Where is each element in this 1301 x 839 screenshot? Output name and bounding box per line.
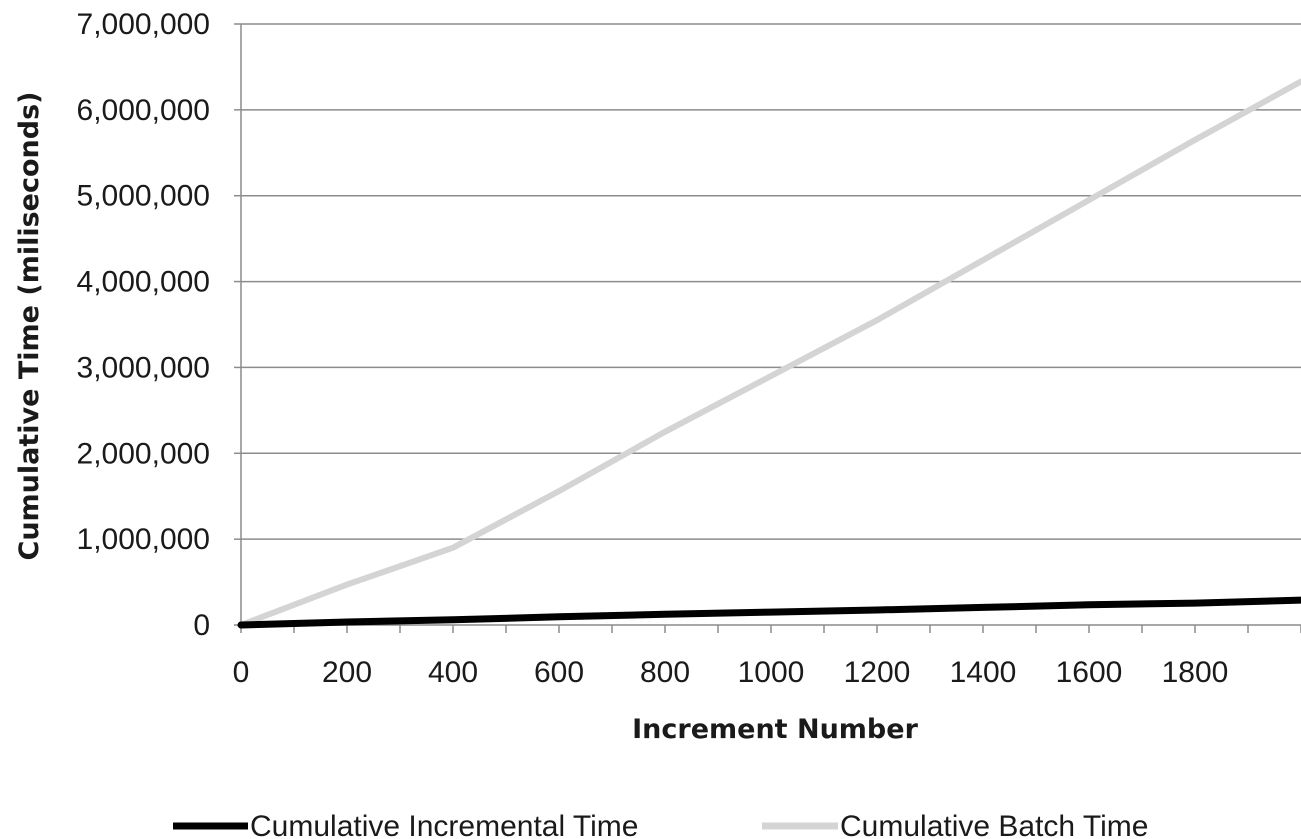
y-tick-label: 7,000,000 [77, 8, 210, 41]
x-tick-label: 1200 [844, 656, 911, 689]
y-tick-label: 1,000,000 [77, 523, 210, 556]
y-tick-labels: 0 1,000,000 2,000,000 3,000,000 4,000,000 5,0… [77, 8, 210, 642]
x-tick-label: 1800 [1162, 656, 1229, 689]
grid-lines [241, 23, 1301, 540]
x-tick-label: 800 [640, 656, 690, 689]
y-tick-label: 4,000,000 [77, 266, 210, 299]
series-lines [237, 78, 1301, 629]
x-tick-label: 1400 [950, 656, 1017, 689]
y-axis-title: Cumulative Time (miliseconds) [14, 92, 45, 561]
y-tick-label: 6,000,000 [77, 94, 210, 127]
y-tick-label: 5,000,000 [77, 180, 210, 213]
x-axis-title: Increment Number [632, 714, 918, 745]
legend-label-batch: Cumulative Batch Time [840, 810, 1148, 839]
x-tick-label: 200 [322, 656, 372, 689]
x-tick-label: 400 [428, 656, 478, 689]
axes [234, 23, 1301, 633]
y-tick-label: 0 [193, 609, 210, 642]
y-tick-label: 2,000,000 [77, 437, 210, 470]
x-tick-labels: 0 200 400 600 800 1000 1200 1400 1600 1800 [233, 656, 1229, 689]
legend: Cumulative Incremental Time Cumulative B… [173, 810, 1148, 839]
series-line-incremental [237, 596, 1301, 629]
y-tick-label: 3,000,000 [77, 351, 210, 384]
legend-label-incremental: Cumulative Incremental Time [250, 810, 638, 839]
series-line-batch [238, 78, 1301, 628]
x-tick-label: 0 [233, 656, 250, 689]
x-tick-label: 1600 [1056, 656, 1123, 689]
x-tick-label: 1000 [738, 656, 805, 689]
x-tick-label: 600 [534, 656, 584, 689]
